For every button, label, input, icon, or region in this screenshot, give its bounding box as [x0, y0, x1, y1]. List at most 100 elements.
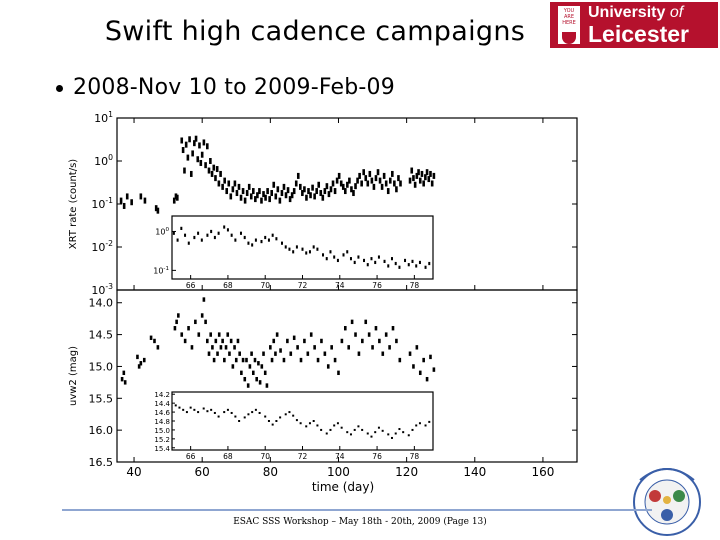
- xrt-inset-point: [247, 241, 250, 245]
- xrt-data-point: [202, 139, 206, 146]
- xrt-data-point: [319, 190, 323, 197]
- uvw2-data-point: [354, 332, 357, 337]
- bottom-inset-y-tick-label: 15.2: [154, 436, 170, 444]
- uvw2-data-point: [340, 338, 344, 344]
- xrt-inset-point: [346, 250, 349, 254]
- xrt-data-point: [156, 207, 160, 214]
- xrt-data-point: [215, 166, 219, 173]
- xrt-inset-point: [308, 250, 311, 254]
- xrt-data-point: [432, 172, 436, 179]
- uvw2-inset-point: [370, 435, 373, 438]
- xrt-data-point: [180, 137, 184, 144]
- uvw2-data-point: [391, 326, 395, 331]
- uvw2-data-point: [263, 370, 267, 376]
- uvw2-data-point: [236, 338, 240, 344]
- xrt-data-point: [254, 196, 257, 203]
- xrt-data-point: [313, 193, 316, 200]
- xrt-data-point: [413, 181, 417, 188]
- uvw2-data-point: [139, 361, 143, 366]
- uvw2-data-point: [221, 338, 224, 344]
- uvw2-inset-point: [353, 428, 356, 431]
- xrt-data-point: [139, 193, 143, 200]
- xrt-inset-point: [210, 229, 213, 234]
- uvw2-inset-point: [346, 431, 349, 434]
- xrt-data-point: [418, 177, 422, 184]
- bottom-y-tick-label: 15.0: [89, 360, 114, 373]
- xrt-data-point: [241, 188, 245, 195]
- xrt-data-point: [181, 147, 185, 154]
- xrt-inset-point: [404, 258, 407, 263]
- xrt-inset-point: [180, 226, 183, 230]
- uvw2-data-point: [357, 351, 361, 356]
- bottom-panel-frame: [116, 289, 578, 463]
- uvw2-data-point: [207, 351, 211, 356]
- xrt-data-point: [251, 188, 255, 195]
- logo-line1: University: [588, 4, 670, 21]
- uvw2-data-point: [248, 364, 252, 369]
- xrt-data-point: [189, 170, 193, 177]
- xrt-inset-point: [275, 237, 278, 241]
- x-tick-label: 80: [263, 465, 278, 479]
- xrt-inset-point: [234, 238, 237, 242]
- xrt-inset-point: [407, 263, 410, 267]
- uvw2-inset-point: [381, 429, 384, 432]
- xrt-data-point: [315, 188, 318, 195]
- uvw2-inset-point: [217, 415, 220, 418]
- xrt-data-point: [247, 183, 251, 190]
- xrt-data-point: [372, 183, 376, 190]
- uvw2-inset-point: [292, 414, 295, 417]
- xrt-data-point: [233, 180, 237, 187]
- xrt-inset-point: [264, 235, 267, 240]
- uvw2-data-point: [123, 380, 127, 385]
- uvw2-inset-point: [279, 416, 282, 419]
- uvw2-data-point: [384, 332, 388, 337]
- xrt-data-point: [417, 169, 420, 176]
- xrt-data-point: [325, 183, 329, 190]
- xrt-data-point: [290, 192, 294, 199]
- uvw2-inset-point: [312, 420, 315, 422]
- xrt-data-point: [399, 180, 402, 187]
- xrt-data-point: [237, 183, 241, 190]
- xrt-data-point: [278, 197, 282, 204]
- xrt-data-point: [412, 175, 415, 182]
- xrt-inset-point: [411, 259, 414, 264]
- xrt-data-point: [395, 186, 398, 193]
- xrt-inset-point: [251, 243, 254, 247]
- uvw2-inset-point: [349, 433, 352, 436]
- xrt-data-point: [191, 150, 194, 157]
- uvw2-data-point: [343, 326, 347, 331]
- xrt-data-point: [122, 202, 126, 209]
- xrt-inset-point: [187, 241, 190, 245]
- uvw2-data-point: [211, 345, 214, 350]
- uvw2-data-point: [388, 345, 391, 350]
- uvw2-inset-point: [387, 433, 390, 436]
- xrt-inset-point: [398, 265, 401, 269]
- xrt-data-point: [427, 176, 431, 183]
- uvw2-inset-point: [271, 423, 274, 426]
- xrt-data-point: [258, 188, 261, 195]
- uvw2-data-point: [255, 376, 259, 382]
- xrt-data-point: [335, 177, 339, 184]
- uvw2-data-point: [120, 376, 124, 382]
- xrt-data-point: [408, 177, 412, 184]
- xrt-data-point: [196, 156, 200, 163]
- uvw2-inset-point: [329, 428, 332, 431]
- xrt-inset-point: [226, 228, 229, 232]
- shield-icon: [562, 32, 576, 44]
- university-logo: YOU ARE HERE University of Leicester: [550, 2, 718, 48]
- xrt-data-point: [356, 177, 359, 184]
- xrt-inset-point: [390, 257, 393, 261]
- top-inset-x-tick-label: 68: [223, 281, 233, 290]
- xrt-data-point: [256, 192, 259, 199]
- uvw2-data-point: [330, 345, 333, 350]
- xrt-inset-point: [197, 231, 200, 235]
- xrt-data-point: [348, 177, 351, 184]
- xrt-inset-point: [418, 260, 421, 265]
- uvw2-inset-point: [325, 432, 328, 435]
- xrt-data-point: [200, 151, 204, 158]
- uvw2-data-point: [422, 357, 425, 363]
- xrt-inset-point: [312, 245, 315, 249]
- uvw2-inset-point: [308, 422, 311, 425]
- uvw2-data-point: [347, 345, 351, 350]
- xrt-data-point: [311, 184, 314, 191]
